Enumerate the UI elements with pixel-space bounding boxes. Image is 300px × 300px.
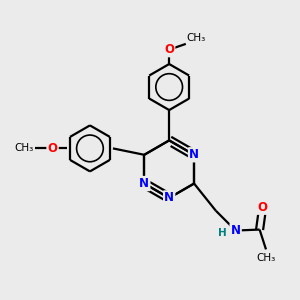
Text: N: N [231, 224, 241, 237]
Text: N: N [164, 191, 174, 204]
Text: H: H [218, 228, 227, 238]
Text: O: O [257, 201, 267, 214]
Text: O: O [164, 43, 174, 56]
Text: O: O [47, 142, 58, 155]
Text: CH₃: CH₃ [187, 33, 206, 43]
Text: CH₃: CH₃ [256, 253, 276, 263]
Text: CH₃: CH₃ [15, 143, 34, 153]
Text: N: N [189, 148, 199, 161]
Text: N: N [139, 177, 149, 190]
